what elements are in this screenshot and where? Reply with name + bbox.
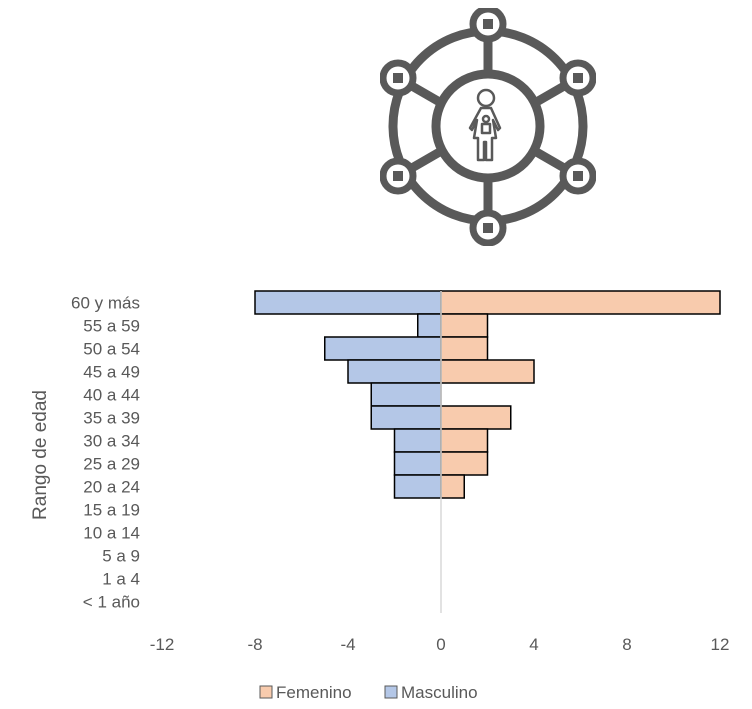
bar-masculino-60-y-m-s [254,290,442,315]
x-tick-label: -4 [340,635,355,654]
x-tick-label: 0 [436,635,445,654]
femenino-bars [440,290,721,499]
category-label: 60 y más [71,294,140,313]
category-label: 40 a 44 [83,386,140,405]
bar-femenino-45-a-49 [440,359,535,384]
masculino-bars [254,290,442,499]
category-label: 25 a 29 [83,455,140,474]
bar-femenino-30-a-34 [440,428,489,453]
category-label: 35 a 39 [83,409,140,428]
bar-masculino-35-a-39 [370,405,442,430]
y-axis-title: Rango de edad [30,390,51,520]
legend-label-masculino: Masculino [401,683,478,702]
bar-femenino-35-a-39 [440,405,512,430]
category-label: 20 a 24 [83,478,140,497]
legend-swatch-femenino [259,685,273,699]
category-label: 5 a 9 [102,547,140,566]
bar-masculino-20-a-24 [393,474,442,499]
bar-masculino-45-a-49 [347,359,442,384]
bar-femenino-50-a-54 [440,336,489,361]
bar-femenino-55-a-59 [440,313,489,338]
bar-femenino-20-a-24 [440,474,465,499]
legend-swatch-masculino [384,685,398,699]
legend: Femenino Masculino [259,683,478,702]
x-tick-label: -8 [247,635,262,654]
bar-masculino-55-a-59 [417,313,442,338]
x-tick-label: 12 [711,635,730,654]
category-label: 55 a 59 [83,317,140,336]
woman-child-network-icon [380,8,596,246]
category-label: 30 a 34 [83,432,140,451]
x-axis-tick-labels: -12 -8 -4 0 4 8 12 [150,635,730,654]
category-labels: 60 y más 55 a 59 50 a 54 45 a 49 40 a 44 35 a… [71,294,140,612]
x-tick-label: 8 [622,635,631,654]
bar-masculino-30-a-34 [393,428,442,453]
bar-femenino-60-y-m-s [440,290,721,315]
category-label: 50 a 54 [83,340,140,359]
x-tick-label: -12 [150,635,175,654]
category-label: 45 a 49 [83,363,140,382]
bar-masculino-25-a-29 [393,451,442,476]
category-label: 10 a 14 [83,524,140,543]
category-label: 15 a 19 [83,501,140,520]
bar-masculino-40-a-44 [370,382,442,407]
bar-femenino-25-a-29 [440,451,489,476]
bar-masculino-50-a-54 [324,336,442,361]
category-label: < 1 año [83,593,140,612]
x-tick-label: 4 [529,635,538,654]
legend-label-femenino: Femenino [276,683,352,702]
category-label: 1 a 4 [102,570,140,589]
